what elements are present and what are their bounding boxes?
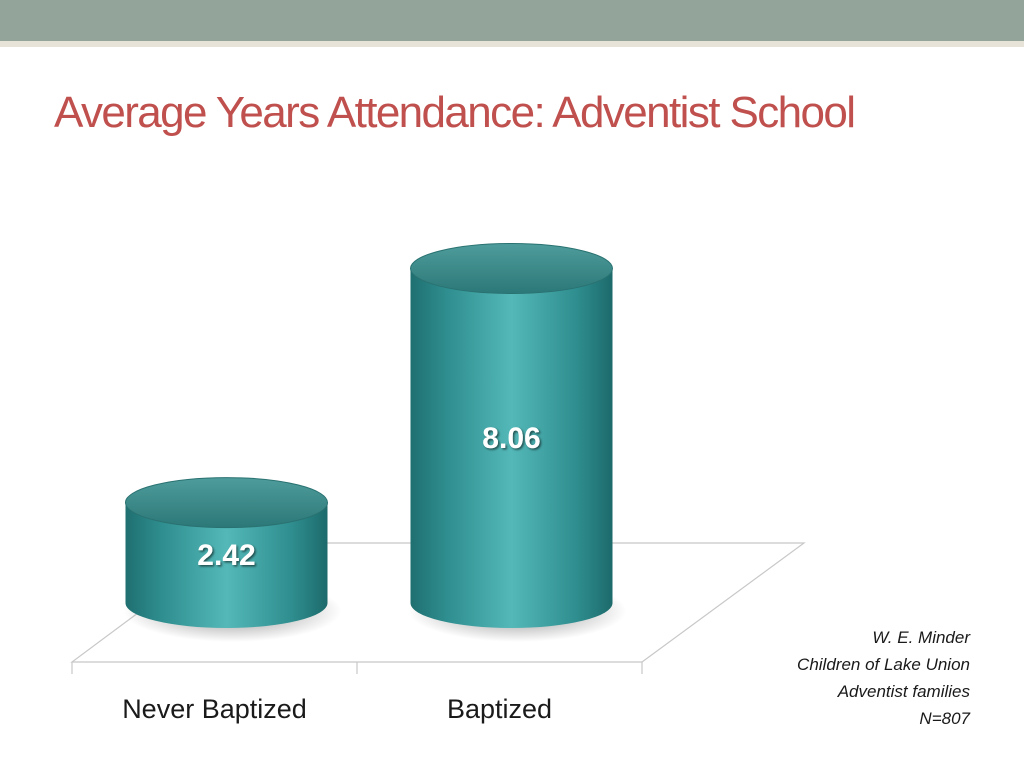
bar-body [125,502,328,628]
bar-series: 2.42 8.06 [123,243,627,642]
bar-1 [123,477,342,642]
slide-title: Average Years Attendance: Adventist Scho… [54,88,856,137]
source-note: W. E. Minder Children of Lake Union Adve… [797,624,970,732]
bar-2 [408,243,627,642]
bar-top [125,477,328,529]
category-label: Never Baptized [122,694,307,724]
bar-top [410,243,613,295]
data-label: 2.42 [197,539,255,572]
bar-body [410,268,613,628]
source-note-line: Adventist families [837,682,970,701]
source-note-line: Children of Lake Union [797,655,970,674]
category-axis [71,662,643,674]
header-divider [0,41,1024,47]
category-labels: Never Baptized Baptized [122,694,552,724]
source-note-line: W. E. Minder [872,628,970,647]
source-note-line: N=807 [919,709,970,728]
data-label: 8.06 [482,422,540,455]
category-label: Baptized [447,694,552,724]
header-bar [0,0,1024,41]
